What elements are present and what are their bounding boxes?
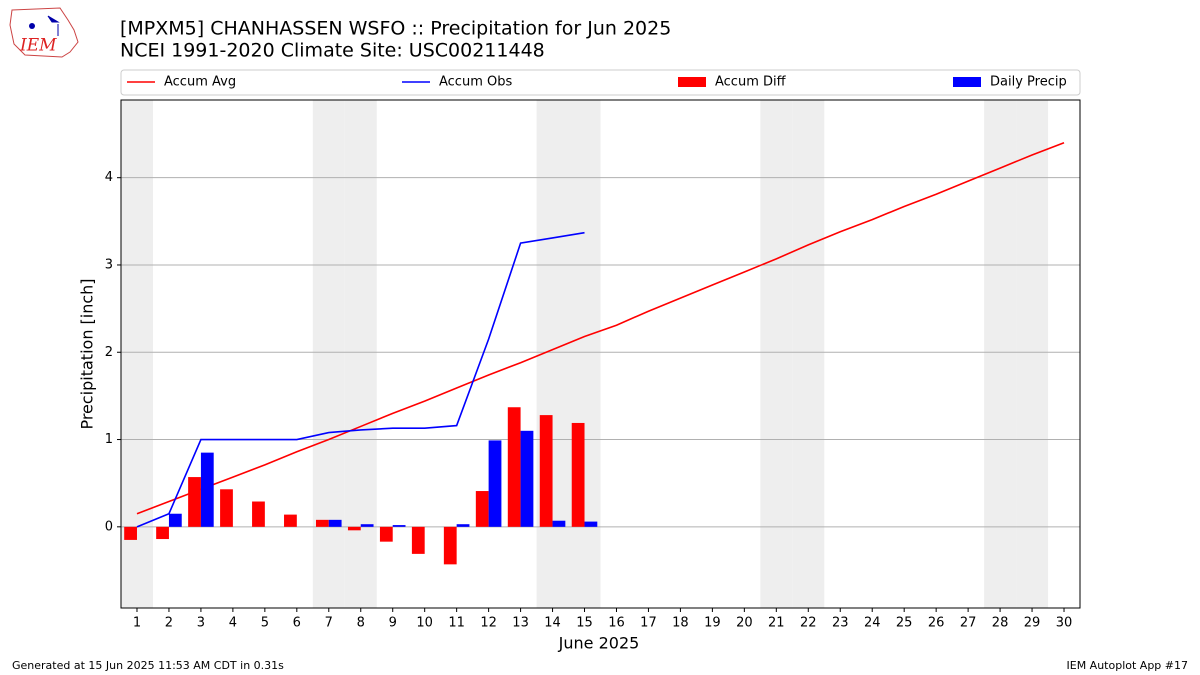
bar xyxy=(347,526,361,531)
x-tick-label: 11 xyxy=(448,616,465,631)
weekend-shade xyxy=(792,100,825,608)
bar xyxy=(156,526,169,540)
x-tick-label: 13 xyxy=(512,616,529,631)
x-tick-label: 12 xyxy=(480,616,497,631)
x-tick-label: 18 xyxy=(672,616,689,631)
x-tick-label: 10 xyxy=(416,616,433,631)
x-tick-label: 23 xyxy=(832,616,849,631)
y-tick-label: 3 xyxy=(105,257,113,272)
x-tick-label: 21 xyxy=(768,616,785,631)
x-tick-label: 28 xyxy=(992,616,1009,631)
y-tick-label: 4 xyxy=(105,170,113,185)
weekend-shade xyxy=(1016,100,1049,608)
x-tick-label: 19 xyxy=(704,616,721,631)
x-tick-label: 1 xyxy=(133,616,141,631)
x-tick-label: 16 xyxy=(608,616,625,631)
x-tick-label: 5 xyxy=(261,616,269,631)
bar xyxy=(379,526,393,542)
x-tick-label: 22 xyxy=(800,616,817,631)
x-tick-label: 30 xyxy=(1056,616,1073,631)
bar xyxy=(360,524,374,527)
line-series xyxy=(136,142,1065,515)
bar xyxy=(475,491,489,527)
bar xyxy=(507,407,521,527)
x-tick-label: 27 xyxy=(960,616,977,631)
bar xyxy=(411,526,425,554)
x-tick-label: 26 xyxy=(928,616,945,631)
bar xyxy=(168,513,182,527)
bar xyxy=(539,415,553,527)
weekend-shade xyxy=(568,100,601,608)
weekend-shade xyxy=(312,100,345,608)
weekend-shade xyxy=(984,100,1017,608)
x-tick-label: 20 xyxy=(736,616,753,631)
x-tick-label: 4 xyxy=(229,616,237,631)
logo-icon xyxy=(47,15,60,36)
x-tick-label: 3 xyxy=(197,616,205,631)
weekend-shade xyxy=(344,100,377,608)
bar xyxy=(584,521,598,527)
logo-text: IEM xyxy=(19,36,57,56)
x-tick-label: 14 xyxy=(544,616,561,631)
legend-box xyxy=(120,69,1081,96)
footer-left: Generated at 15 Jun 2025 11:53 AM CDT in… xyxy=(12,659,284,672)
bar xyxy=(252,501,265,527)
bar xyxy=(571,422,585,527)
y-tick-label: 0 xyxy=(105,519,113,534)
x-tick-label: 7 xyxy=(325,616,333,631)
legend-swatch xyxy=(678,77,706,87)
plot-frame xyxy=(120,99,1081,609)
bar xyxy=(315,519,329,527)
bar xyxy=(200,452,214,527)
logo-icon xyxy=(29,23,35,29)
legend-label: Accum Diff xyxy=(715,75,787,90)
bar xyxy=(392,525,406,527)
x-tick-label: 8 xyxy=(357,616,365,631)
legend-swatch xyxy=(953,77,981,87)
y-axis-label: Precipitation [inch] xyxy=(78,278,97,429)
legend-label: Accum Obs xyxy=(439,75,512,90)
legend-label: Daily Precip xyxy=(990,75,1067,90)
chart-title: [MPXM5] CHANHASSEN WSFO :: Precipitation… xyxy=(120,18,671,40)
bar xyxy=(488,440,502,527)
y-tick-label: 1 xyxy=(105,432,113,447)
bar xyxy=(328,519,342,527)
chart-subtitle: NCEI 1991-2020 Climate Site: USC00211448 xyxy=(120,40,545,62)
x-tick-label: 29 xyxy=(1024,616,1041,631)
x-tick-label: 9 xyxy=(389,616,397,631)
bar xyxy=(443,526,457,565)
x-axis-label: June 2025 xyxy=(558,634,640,653)
x-tick-label: 6 xyxy=(293,616,301,631)
bar xyxy=(552,520,566,527)
footer-right: IEM Autoplot App #17 xyxy=(1067,659,1189,672)
x-tick-label: 24 xyxy=(864,616,881,631)
x-tick-label: 17 xyxy=(640,616,657,631)
x-tick-label: 25 xyxy=(896,616,913,631)
line-series xyxy=(136,231,585,528)
x-tick-label: 15 xyxy=(576,616,593,631)
bar xyxy=(124,526,137,540)
weekend-shade xyxy=(760,100,793,608)
legend-label: Accum Avg xyxy=(164,75,236,90)
x-tick-label: 2 xyxy=(165,616,173,631)
y-tick-label: 2 xyxy=(105,345,113,360)
bar xyxy=(520,430,534,527)
bar xyxy=(456,524,470,527)
bar xyxy=(220,489,233,527)
logo: IEM xyxy=(9,7,79,58)
weekend-shade xyxy=(121,100,153,608)
logo-outline xyxy=(9,7,79,58)
bar xyxy=(188,477,201,527)
bar xyxy=(284,514,297,527)
